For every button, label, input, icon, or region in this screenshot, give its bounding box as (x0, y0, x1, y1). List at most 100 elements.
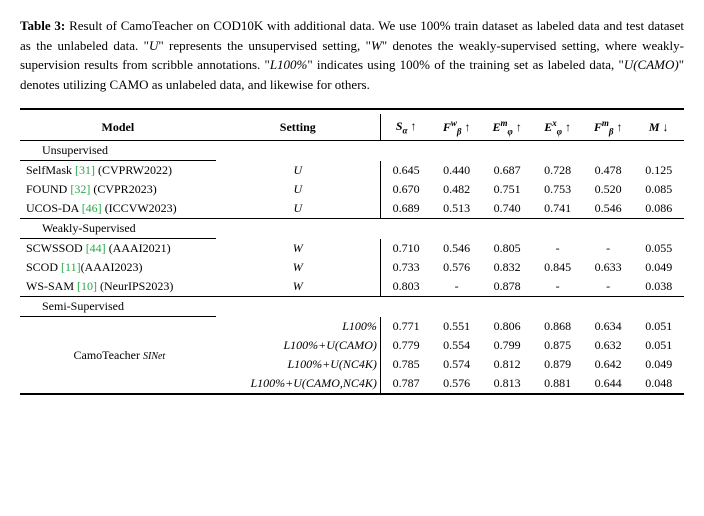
metric-cell: 0.520 (583, 180, 634, 199)
metric-cell: 0.875 (532, 336, 583, 355)
metric-cell: 0.086 (633, 199, 684, 219)
col-model: Model (20, 114, 216, 141)
caption-t4: " indicates using 100% of the training s… (307, 57, 623, 72)
metric-cell: 0.038 (633, 277, 684, 297)
metric-cell: 0.812 (482, 355, 533, 374)
caption-l100: L100% (270, 57, 308, 72)
metric-cell: 0.632 (583, 336, 634, 355)
metric-cell: 0.051 (633, 317, 684, 336)
metric-cell: 0.881 (532, 374, 583, 394)
caption-t2: " represents the unsupervised setting, " (158, 38, 371, 53)
metric-cell: 0.049 (633, 258, 684, 277)
caption-label: Table 3: (20, 18, 65, 33)
metric-cell: 0.440 (431, 161, 482, 181)
table-row: SCWSSOD [44] (AAAI2021) W 0.710 0.546 0.… (20, 239, 684, 259)
cite-link[interactable]: [10] (77, 279, 97, 293)
metric-cell: 0.048 (633, 374, 684, 394)
setting-cell: L100%+U(NC4K) (216, 355, 381, 374)
metric-cell: 0.785 (380, 355, 431, 374)
table-row: WS-SAM [10] (NeurIPS2023) W 0.803 - 0.87… (20, 277, 684, 297)
metric-cell: 0.554 (431, 336, 482, 355)
setting-cell: U (216, 161, 381, 181)
metric-cell: 0.751 (482, 180, 533, 199)
metric-cell: - (583, 239, 634, 259)
metric-cell: 0.753 (532, 180, 583, 199)
metric-cell: 0.832 (482, 258, 533, 277)
model-conf: (AAAI2021) (106, 241, 171, 255)
setting-cell: U (216, 199, 381, 219)
table-row: SCOD [11](AAAI2023) W 0.733 0.576 0.832 … (20, 258, 684, 277)
metric-cell: 0.799 (482, 336, 533, 355)
metric-cell: 0.806 (482, 317, 533, 336)
metric-cell: 0.546 (583, 199, 634, 219)
cite-link[interactable]: [44] (86, 241, 106, 255)
metric-cell: 0.710 (380, 239, 431, 259)
metric-cell: 0.574 (431, 355, 482, 374)
metric-cell: 0.633 (583, 258, 634, 277)
col-m5: Fmβ ↑ (583, 114, 634, 141)
col-m2: Fwβ ↑ (431, 114, 482, 141)
setting-cell: L100% (216, 317, 381, 336)
table-row: SelfMask [31] (CVPRW2022) U 0.645 0.440 … (20, 161, 684, 181)
setting-cell: U (216, 180, 381, 199)
caption-ucamo: U(CAMO) (624, 57, 679, 72)
metric-cell: 0.513 (431, 199, 482, 219)
metric-cell: 0.787 (380, 374, 431, 394)
metric-cell: 0.878 (482, 277, 533, 297)
cite-link[interactable]: [31] (75, 163, 95, 177)
model-name: SCOD (26, 260, 61, 274)
model-conf: (ICCVW2023) (102, 201, 177, 215)
metric-cell: 0.049 (633, 355, 684, 374)
section-weakly: Weakly-Supervised (20, 219, 684, 239)
col-m6: M ↓ (633, 114, 684, 141)
metric-cell: 0.868 (532, 317, 583, 336)
table-row: FOUND [32] (CVPR2023) U 0.670 0.482 0.75… (20, 180, 684, 199)
model-name: UCOS-DA (26, 201, 82, 215)
setting-cell: W (216, 277, 381, 297)
metric-cell: 0.740 (482, 199, 533, 219)
model-conf: (CVPRW2022) (95, 163, 172, 177)
results-table: Model Setting Sα ↑ Fwβ ↑ Emφ ↑ Exφ ↑ Fmβ… (20, 108, 684, 395)
setting-cell: L100%+U(CAMO,NC4K) (216, 374, 381, 394)
table-header-row: Model Setting Sα ↑ Fwβ ↑ Emφ ↑ Exφ ↑ Fmβ… (20, 114, 684, 141)
col-m3: Emφ ↑ (482, 114, 533, 141)
table-caption: Table 3: Result of CamoTeacher on COD10K… (20, 16, 684, 94)
metric-cell: - (532, 239, 583, 259)
caption-u: U (149, 38, 158, 53)
cite-link[interactable]: [11] (61, 260, 81, 274)
section-unsupervised: Unsupervised (20, 141, 684, 161)
metric-cell: 0.644 (583, 374, 634, 394)
metric-cell: 0.803 (380, 277, 431, 297)
model-name: SCWSSOD (26, 241, 86, 255)
metric-cell: - (431, 277, 482, 297)
metric-cell: 0.645 (380, 161, 431, 181)
setting-cell: W (216, 239, 381, 259)
table-row: CamoTeacher SINet L100% 0.771 0.551 0.80… (20, 317, 684, 336)
metric-cell: 0.689 (380, 199, 431, 219)
metric-cell: 0.771 (380, 317, 431, 336)
metric-cell: - (532, 277, 583, 297)
model-backbone: SINet (143, 351, 165, 362)
metric-cell: 0.478 (583, 161, 634, 181)
metric-cell: 0.642 (583, 355, 634, 374)
cite-link[interactable]: [32] (70, 182, 90, 196)
metric-cell: 0.085 (633, 180, 684, 199)
col-setting: Setting (216, 114, 381, 141)
setting-cell: L100%+U(CAMO) (216, 336, 381, 355)
metric-cell: 0.576 (431, 374, 482, 394)
model-name: FOUND (26, 182, 70, 196)
metric-cell: 0.125 (633, 161, 684, 181)
metric-cell: 0.055 (633, 239, 684, 259)
cite-link[interactable]: [46] (82, 201, 102, 215)
model-conf: (NeurIPS2023) (97, 279, 173, 293)
metric-cell: - (583, 277, 634, 297)
section-semi: Semi-Supervised (20, 297, 684, 317)
metric-cell: 0.879 (532, 355, 583, 374)
metric-cell: 0.634 (583, 317, 634, 336)
metric-cell: 0.551 (431, 317, 482, 336)
metric-cell: 0.687 (482, 161, 533, 181)
col-m1: Sα ↑ (380, 114, 431, 141)
metric-cell: 0.805 (482, 239, 533, 259)
metric-cell: 0.576 (431, 258, 482, 277)
model-name: WS-SAM (26, 279, 77, 293)
